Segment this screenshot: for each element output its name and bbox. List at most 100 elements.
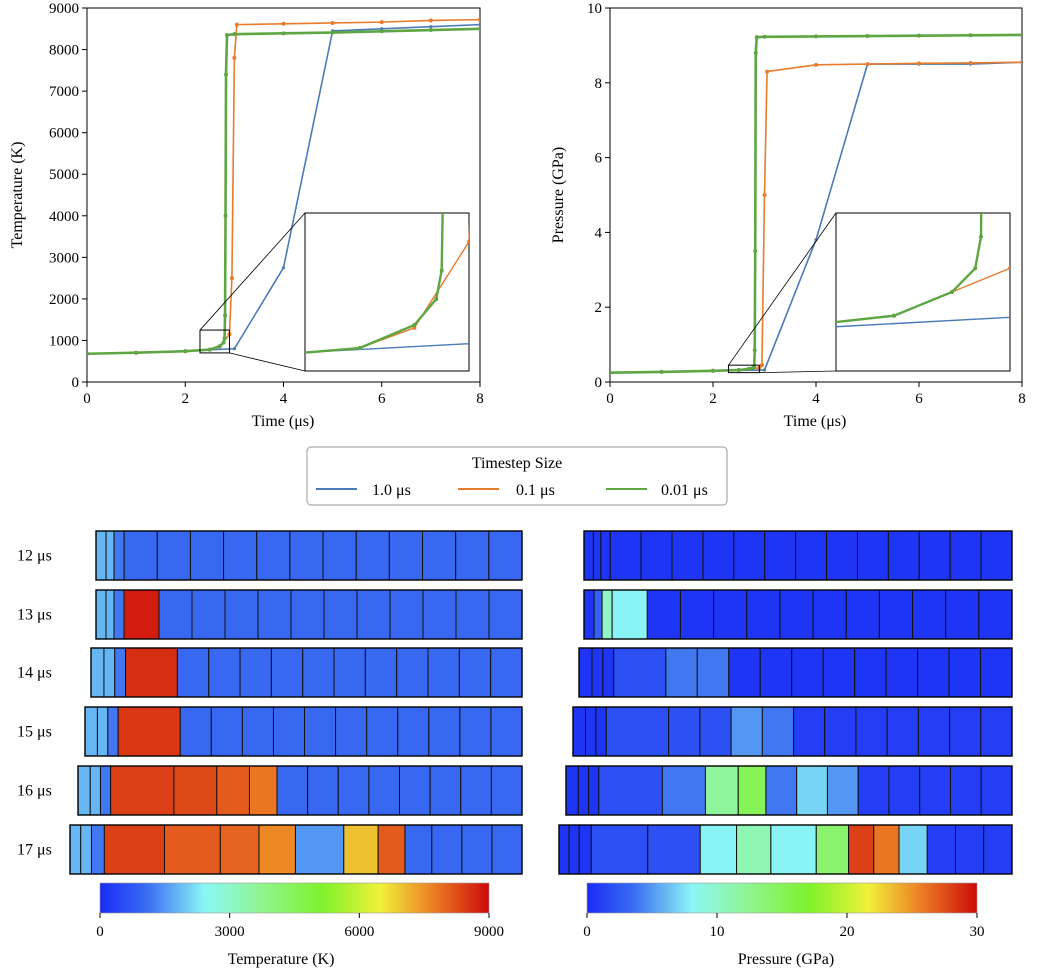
- data-point: [224, 72, 229, 77]
- inset-data-point: [167, 369, 171, 373]
- inset-frame: [304, 212, 470, 372]
- heatmap-cell: [219, 824, 260, 875]
- heatmap-cell: [84, 706, 98, 757]
- colorbar-tick-label: 30: [970, 924, 985, 940]
- heatmap-cell: [455, 589, 490, 640]
- heatmap-cell: [114, 647, 127, 698]
- heatmap-cell: [490, 765, 523, 816]
- heatmap-cell: [113, 589, 125, 640]
- heatmap-cell: [661, 765, 706, 816]
- data-point: [1020, 32, 1022, 37]
- heatmap-cell: [95, 530, 107, 581]
- heatmap-cell: [248, 765, 278, 816]
- heatmap-cell: [304, 706, 337, 757]
- heatmap-cell: [919, 765, 951, 816]
- heatmap-cell: [123, 589, 160, 640]
- heatmap-cell: [592, 530, 602, 581]
- y-tick-label: 4000: [49, 209, 79, 225]
- heatmap-cell: [89, 765, 101, 816]
- heatmap-cell: [343, 824, 379, 875]
- heatmap-cell: [189, 530, 225, 581]
- heatmap-cell: [69, 824, 82, 875]
- inset-data-point: [979, 234, 983, 239]
- heatmap-cell: [488, 530, 523, 581]
- data-point: [814, 34, 818, 39]
- heatmap-cell: [856, 530, 889, 581]
- colorbar-frame: [99, 882, 490, 914]
- heatmap-cell: [696, 647, 730, 698]
- heatmap-cell: [815, 824, 850, 875]
- data-point: [610, 370, 612, 375]
- pressure-line-chart: Pressure (GPa) Time (μs) 0 2 4 6 8 0 2 4 6 8 10: [167, 1, 1026, 430]
- colorbar-tick-label: 0: [583, 924, 591, 940]
- heatmap-cell: [588, 765, 600, 816]
- data-point: [429, 25, 433, 29]
- y-tick-label: 8: [595, 76, 603, 92]
- heatmap-cell: [926, 824, 957, 875]
- heatmap-cell: [239, 647, 272, 698]
- heatmap-cell: [736, 824, 772, 875]
- heatmap-cell: [679, 589, 715, 640]
- heatmap-cell: [611, 589, 648, 640]
- heatmap-cell: [577, 765, 590, 816]
- pressure-colorbar-gradient: [587, 883, 977, 913]
- data-point: [223, 313, 228, 318]
- data-point: [917, 61, 921, 66]
- pressure-colorbar-label: Pressure (GPa): [738, 951, 834, 968]
- data-point: [232, 55, 237, 60]
- heatmap-cell: [276, 765, 309, 816]
- x-tick-label: 8: [1018, 391, 1026, 407]
- data-point: [281, 266, 286, 270]
- data-point: [87, 351, 89, 356]
- data-point: [753, 249, 758, 254]
- inset-frame: [835, 212, 1011, 372]
- inset-data-point: [357, 346, 362, 351]
- data-point: [762, 34, 767, 39]
- zoom-region: [727, 364, 760, 374]
- heatmap-row-frame: [95, 589, 523, 640]
- heatmap-cell: [368, 765, 401, 816]
- heatmap-cell: [103, 647, 116, 698]
- heatmap-cell: [377, 824, 406, 875]
- heatmap-row-frame: [565, 765, 1013, 816]
- heatmap-cell: [713, 589, 748, 640]
- heatmap-cell: [668, 706, 701, 757]
- data-point: [968, 60, 973, 65]
- heatmap-cell: [429, 765, 462, 816]
- y-tick-label: 0: [595, 375, 603, 391]
- legend-label-2: 0.1 μs: [516, 482, 555, 499]
- temperature-colorbar: Temperature (K) 0 3000 6000 9000: [96, 882, 504, 968]
- heatmap-cell: [728, 647, 761, 698]
- heatmap-cell: [613, 647, 667, 698]
- heatmap-cell: [583, 530, 594, 581]
- x-tick-label: 0: [606, 391, 614, 407]
- inset-data-point: [892, 313, 896, 318]
- data-point: [234, 22, 239, 27]
- heatmap-row-frame: [84, 706, 523, 757]
- heatmap-cell: [873, 824, 900, 875]
- heatmap-cell: [107, 706, 119, 757]
- heatmap-row-frame: [572, 706, 1013, 757]
- y-tick-label: 0: [72, 375, 80, 391]
- data-point: [217, 344, 222, 349]
- inset-data-point: [412, 323, 417, 328]
- colorbar-frame: [586, 882, 978, 914]
- heatmap-cell: [461, 824, 493, 875]
- temperature-line-chart: Temperature (K) Time (μs) 0 2 4 6 8 0 1000 2000…: [9, 1, 484, 430]
- heatmap-cell: [826, 530, 858, 581]
- heatmap-cell: [983, 824, 1013, 875]
- heatmap-cell: [848, 824, 875, 875]
- temperature-colorbar-label: Temperature (K): [228, 951, 335, 968]
- heatmap-cell: [770, 824, 817, 875]
- inset-data-point: [167, 369, 171, 373]
- heatmap-cell: [605, 706, 670, 757]
- heatmap-cell: [224, 589, 259, 640]
- pressure-chart-xlabel: Time (μs): [784, 413, 847, 430]
- heatmap-cell: [609, 530, 642, 581]
- heatmap-cell: [208, 647, 241, 698]
- inset-series-line-3: [305, 213, 444, 354]
- heatmap-cell: [759, 647, 793, 698]
- x-tick-label: 0: [83, 391, 91, 407]
- heatmap-cell: [80, 824, 92, 875]
